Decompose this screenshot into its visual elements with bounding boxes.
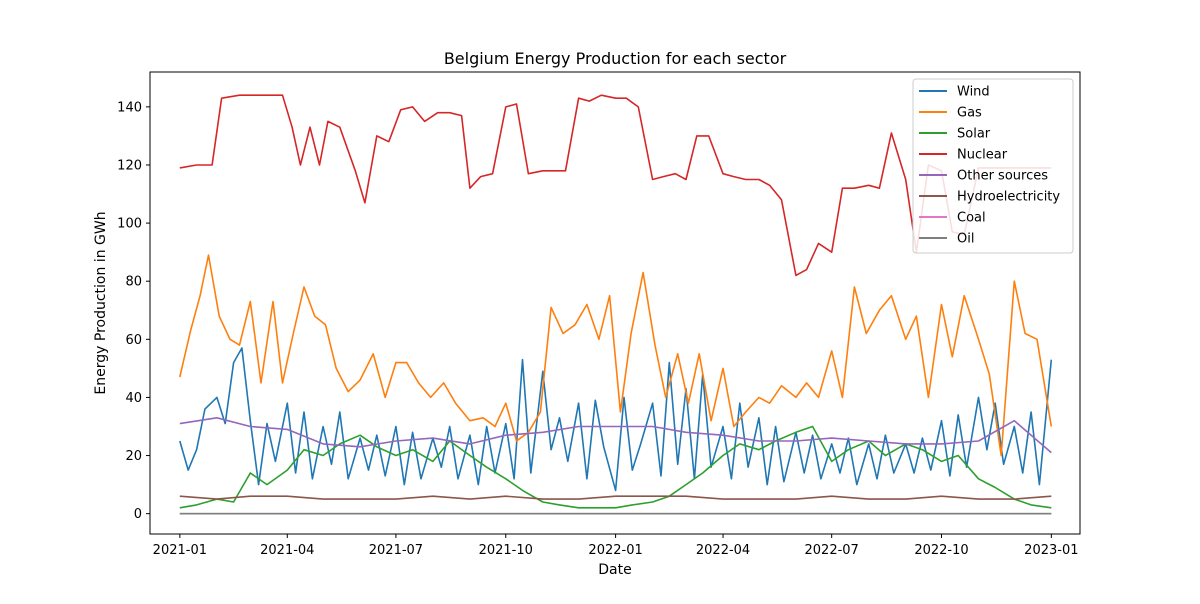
y-tick-label: 60: [125, 333, 142, 348]
legend: Wind Gas Solar Nuclear Other sources Hydroele…: [912, 78, 1074, 254]
x-tick-label: 2023-01: [1024, 543, 1078, 558]
x-tick-label: 2022-04: [696, 543, 750, 558]
x-axis: 2021-01 2021-04 2021-07 2021-10 2022-01 2022-…: [153, 534, 1079, 558]
legend-label: Solar: [957, 127, 991, 142]
x-tick-label: 2022-10: [914, 543, 968, 558]
plot-frame: [149, 71, 1081, 535]
legend-label: Oil: [957, 232, 974, 247]
series-line-wind: [179, 347, 1053, 492]
chart-title: Belgium Energy Production for each secto…: [444, 49, 787, 68]
legend-label: Coal: [957, 211, 986, 226]
series-line-gas: [179, 254, 1053, 457]
y-tick-label: 140: [117, 100, 142, 115]
x-axis-title: Date: [598, 562, 631, 578]
plot-area: [179, 94, 1053, 515]
x-tick-label: 2021-10: [479, 543, 533, 558]
x-tick-label: 2022-07: [805, 543, 859, 558]
series-line-nuclear: [179, 94, 1052, 277]
y-tick-label: 80: [125, 275, 142, 290]
legend-label: Gas: [957, 106, 982, 121]
y-tick-label: 120: [117, 158, 142, 173]
series-line-other-sources: [179, 416, 1052, 454]
x-tick-label: 2021-04: [260, 543, 314, 558]
x-tick-label: 2021-07: [369, 543, 423, 558]
legend-label: Other sources: [957, 169, 1048, 184]
y-axis-title: Energy Production in GWh: [93, 211, 109, 394]
legend-label: Wind: [957, 85, 990, 100]
y-tick-label: 100: [117, 217, 142, 232]
y-tick-label: 20: [125, 449, 142, 464]
y-axis: 0 20 40 60 80 100 120 140: [117, 100, 150, 522]
y-tick-label: 0: [134, 507, 142, 522]
x-tick-label: 2022-01: [588, 543, 642, 558]
x-tick-label: 2021-01: [153, 543, 207, 558]
y-tick-label: 40: [125, 391, 142, 406]
legend-label: Nuclear: [957, 148, 1008, 163]
legend-frame: [912, 78, 1074, 254]
series-line-hydroelectricity: [179, 495, 1052, 500]
legend-label: Hydroelectricity: [957, 190, 1060, 205]
